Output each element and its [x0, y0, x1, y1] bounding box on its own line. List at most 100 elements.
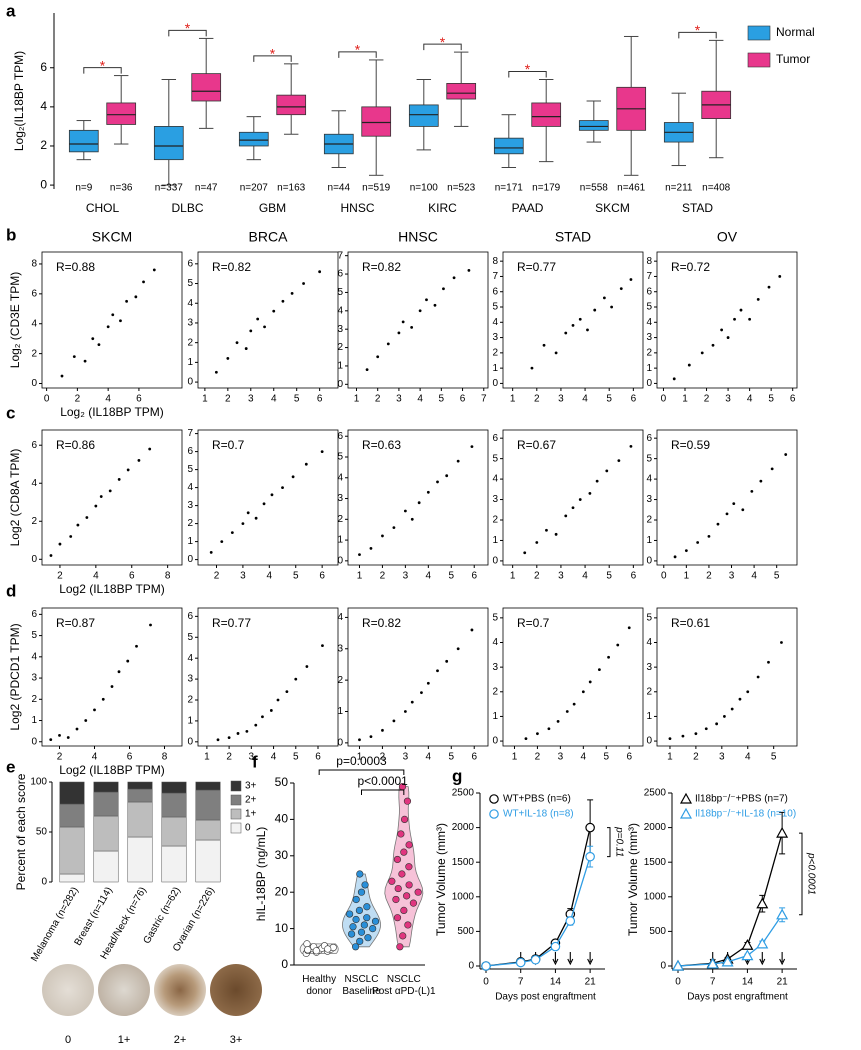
point — [356, 937, 364, 945]
point — [723, 715, 726, 718]
point — [730, 707, 734, 711]
y-tick-label: 5 — [187, 632, 193, 643]
box — [531, 102, 562, 127]
y-tick-label: 5 — [646, 302, 652, 313]
x-tick-label: 6 — [319, 571, 325, 582]
point — [586, 328, 589, 332]
y-tick-label: 4 — [492, 474, 498, 485]
point — [220, 540, 224, 543]
x-tick-label: 4 — [267, 571, 273, 582]
y-tick-label: 2 — [646, 347, 652, 358]
point — [687, 363, 691, 367]
x-tick-label: 4 — [582, 571, 588, 582]
point — [360, 921, 368, 929]
point — [403, 892, 411, 900]
x-tick-label: 7 — [518, 977, 524, 988]
point — [456, 459, 460, 463]
y-tick-label: 1 — [337, 706, 343, 717]
point — [564, 514, 568, 518]
x-axis-label: Log2 (IL18BP TPM) — [59, 582, 165, 596]
point — [578, 498, 582, 501]
point — [399, 932, 407, 940]
point — [126, 468, 130, 472]
point — [214, 370, 218, 374]
bar-segment — [161, 792, 187, 818]
ihc-images: 0 1+ 2+ 3+ — [42, 964, 262, 1046]
point — [135, 644, 138, 648]
point — [523, 551, 527, 555]
point — [556, 719, 560, 723]
x-tick-label: 6 — [631, 394, 637, 405]
point — [616, 643, 620, 647]
marker — [741, 939, 754, 950]
x-tick-label: 4 — [581, 752, 587, 763]
box — [153, 126, 184, 161]
y-tick-label: 2 — [337, 675, 343, 686]
point — [732, 502, 736, 506]
point — [778, 275, 782, 278]
point — [673, 555, 677, 559]
n-label: n=36 — [110, 183, 133, 194]
n-label: n=519 — [362, 183, 391, 194]
x-tick-label: 3 — [396, 394, 402, 405]
y-tick-label: 0 — [492, 378, 498, 389]
point — [369, 735, 373, 738]
y-tick-label: 4 — [40, 99, 47, 113]
point — [445, 474, 449, 478]
y-tick-label: 100 — [30, 777, 47, 788]
x-tick-label: 2 — [380, 571, 386, 582]
point — [426, 490, 430, 494]
point — [269, 709, 273, 712]
plot-frame — [656, 429, 798, 566]
legend-label: 1+ — [245, 809, 257, 820]
significance-bracket — [253, 55, 292, 62]
panel-title: SKCM — [92, 229, 132, 245]
point — [756, 297, 760, 301]
y-tick-label: 6 — [646, 286, 652, 297]
point — [536, 732, 539, 736]
x-tick-label: 4 — [105, 394, 111, 405]
r-annotation: R=0.72 — [671, 260, 710, 274]
point — [716, 522, 720, 526]
y-tick-label: 0 — [31, 378, 37, 389]
point — [617, 459, 621, 463]
point — [545, 528, 548, 532]
significance-bracket — [83, 67, 122, 74]
point — [91, 337, 95, 341]
bar-segment — [59, 803, 85, 828]
legend-marker — [489, 794, 499, 804]
point — [58, 542, 62, 546]
x-tick-label: 6 — [315, 752, 321, 763]
plot-frame — [656, 251, 798, 389]
plot-frame — [656, 607, 798, 747]
panel-label: e — [6, 757, 15, 776]
x-tick-label: 5 — [448, 571, 454, 582]
point — [581, 690, 585, 694]
point — [433, 303, 437, 307]
x-tick-label: 5 — [603, 752, 609, 763]
x-tick-label: 6 — [626, 752, 632, 763]
point — [442, 287, 445, 291]
point — [397, 830, 405, 838]
y-tick-label: 500 — [457, 926, 474, 937]
point — [364, 934, 372, 942]
n-label: n=558 — [580, 183, 609, 194]
point — [369, 546, 373, 550]
point — [784, 453, 788, 456]
point — [426, 681, 430, 685]
point — [393, 914, 402, 922]
point — [357, 888, 366, 896]
x-tick-label: 6 — [136, 394, 142, 405]
line — [485, 827, 591, 967]
marker — [721, 955, 734, 967]
panel-label: d — [6, 581, 16, 600]
point — [99, 495, 103, 498]
bar-segment — [127, 836, 153, 883]
x-tick-label: 4 — [426, 571, 432, 582]
point — [108, 489, 112, 493]
point — [249, 329, 253, 333]
treatment-arrow — [779, 952, 786, 966]
box — [408, 104, 439, 127]
point — [403, 797, 412, 805]
point — [725, 512, 729, 516]
